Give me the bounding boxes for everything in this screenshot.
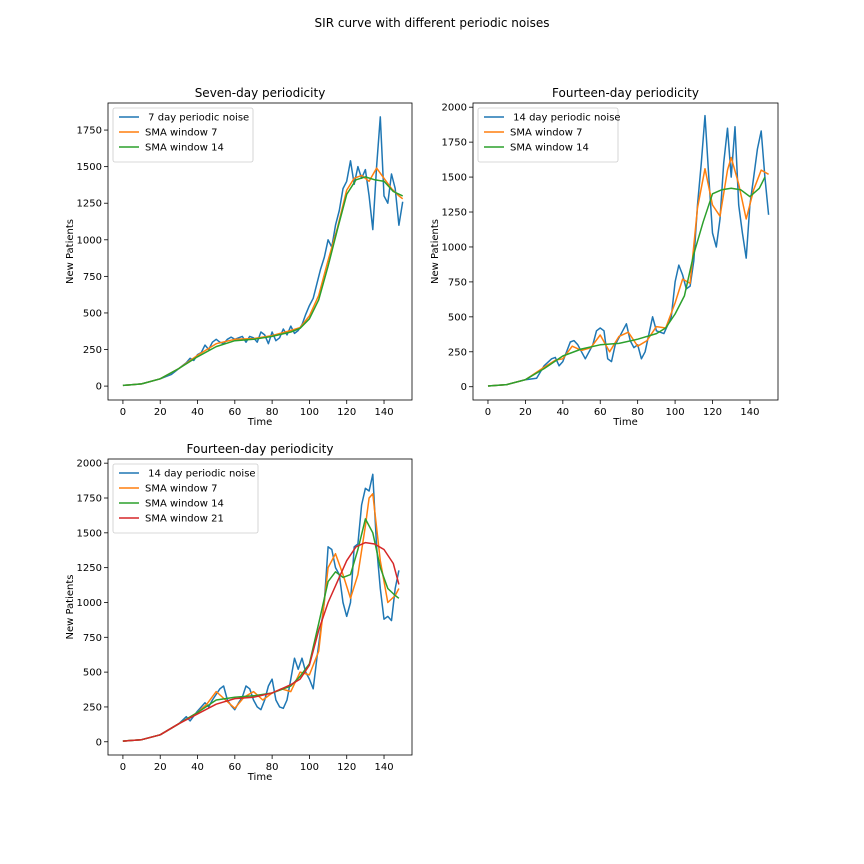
y-tick-label: 500 bbox=[83, 668, 102, 679]
y-tick-label: 750 bbox=[448, 277, 467, 288]
legend-box bbox=[112, 463, 259, 534]
chart-panel-1: Seven-day periodicity 0 20 40 60 80 100 120 140 0… bbox=[65, 86, 413, 428]
legend-box bbox=[477, 107, 619, 163]
chart-panel-2: Fourteen-day periodicity 0 20 40 60 80 100 120 1… bbox=[430, 86, 779, 428]
plot-frame bbox=[472, 102, 779, 401]
legend-label: SMA window 7 bbox=[145, 128, 217, 139]
y-tick-label: 250 bbox=[83, 702, 102, 713]
x-tick-label: 20 bbox=[154, 762, 167, 773]
chart-panel-3: Fourteen-day periodicity 0 20 40 60 80 100 120 1… bbox=[65, 442, 413, 783]
legend-label: 14 day periodic noise bbox=[510, 113, 621, 124]
x-tick-label: 100 bbox=[666, 407, 685, 418]
y-tick-label: 250 bbox=[448, 347, 467, 358]
x-tick-label: 0 bbox=[120, 407, 126, 418]
legend-label: SMA window 21 bbox=[145, 514, 224, 525]
y-tick-label: 0 bbox=[96, 382, 102, 393]
y-tick-label: 750 bbox=[83, 272, 102, 283]
x-tick-label: 120 bbox=[337, 762, 356, 773]
series-line-2 bbox=[487, 156, 769, 387]
x-axis-label: Time bbox=[247, 772, 272, 783]
figure-title: SIR curve with different periodic noises bbox=[315, 16, 550, 30]
x-tick-label: 40 bbox=[191, 762, 204, 773]
legend-label: SMA window 7 bbox=[145, 484, 217, 495]
y-tick-label: 1000 bbox=[77, 235, 102, 246]
x-tick-label: 60 bbox=[594, 407, 607, 418]
y-tick-label: 250 bbox=[83, 345, 102, 356]
y-tick-label: 0 bbox=[461, 382, 467, 393]
y-tick-label: 0 bbox=[96, 737, 102, 748]
legend-label: 14 day periodic noise bbox=[145, 469, 256, 480]
y-tick-label: 2000 bbox=[77, 459, 102, 470]
x-tick-label: 140 bbox=[374, 407, 393, 418]
y-tick-label: 2000 bbox=[442, 103, 467, 114]
plot-frame bbox=[107, 458, 413, 756]
series-line-3 bbox=[487, 176, 766, 387]
y-tick-label: 1250 bbox=[77, 199, 102, 210]
x-axis-label: Time bbox=[612, 417, 637, 428]
x-tick-label: 80 bbox=[266, 762, 279, 773]
plot-frame bbox=[107, 102, 413, 401]
y-axis-label: New Patients bbox=[65, 219, 76, 284]
legend-label: 7 day periodic noise bbox=[145, 113, 249, 124]
x-tick-label: 40 bbox=[556, 407, 569, 418]
y-tick-label: 1750 bbox=[442, 138, 467, 149]
x-tick-label: 20 bbox=[519, 407, 532, 418]
y-tick-label: 1500 bbox=[77, 162, 102, 173]
legend-label: SMA window 14 bbox=[145, 499, 224, 510]
x-tick-label: 140 bbox=[740, 407, 759, 418]
legend-label: SMA window 14 bbox=[145, 143, 224, 154]
legend-label: SMA window 14 bbox=[510, 143, 589, 154]
x-tick-label: 140 bbox=[374, 762, 393, 773]
x-tick-label: 60 bbox=[228, 762, 241, 773]
y-tick-label: 1250 bbox=[442, 208, 467, 219]
chart-title: Seven-day periodicity bbox=[195, 86, 326, 100]
x-tick-label: 40 bbox=[191, 407, 204, 418]
series-line-1 bbox=[487, 114, 770, 387]
y-tick-label: 1500 bbox=[77, 528, 102, 539]
chart-panels: Seven-day periodicity 0 20 40 60 80 100 120 140 0… bbox=[65, 86, 779, 783]
y-axis-label: New Patients bbox=[430, 219, 441, 284]
series-line-4 bbox=[122, 541, 400, 742]
y-tick-label: 1500 bbox=[442, 173, 467, 184]
y-tick-label: 1250 bbox=[77, 563, 102, 574]
x-tick-label: 0 bbox=[120, 762, 126, 773]
series-group bbox=[122, 473, 400, 742]
x-tick-label: 100 bbox=[300, 407, 319, 418]
x-tick-label: 80 bbox=[266, 407, 279, 418]
x-tick-label: 120 bbox=[337, 407, 356, 418]
x-tick-label: 80 bbox=[631, 407, 644, 418]
y-tick-label: 1750 bbox=[77, 126, 102, 137]
chart-title: Fourteen-day periodicity bbox=[552, 86, 699, 100]
y-tick-label: 1000 bbox=[442, 242, 467, 253]
x-tick-label: 0 bbox=[485, 407, 491, 418]
x-tick-label: 100 bbox=[300, 762, 319, 773]
series-group bbox=[487, 114, 770, 387]
series-group bbox=[122, 116, 404, 387]
y-tick-label: 1000 bbox=[77, 598, 102, 609]
x-tick-label: 120 bbox=[703, 407, 722, 418]
y-tick-label: 1750 bbox=[77, 494, 102, 505]
legend-box bbox=[112, 107, 254, 163]
x-tick-label: 60 bbox=[228, 407, 241, 418]
series-line-3 bbox=[122, 176, 404, 387]
series-line-3 bbox=[122, 518, 400, 742]
x-tick-label: 20 bbox=[154, 407, 167, 418]
x-axis-label: Time bbox=[247, 417, 272, 428]
chart-title: Fourteen-day periodicity bbox=[187, 442, 334, 456]
legend-label: SMA window 7 bbox=[510, 128, 582, 139]
y-tick-label: 750 bbox=[83, 633, 102, 644]
y-tick-label: 500 bbox=[83, 308, 102, 319]
y-axis-label: New Patients bbox=[65, 574, 76, 639]
series-line-2 bbox=[122, 167, 404, 387]
y-tick-label: 500 bbox=[448, 312, 467, 323]
